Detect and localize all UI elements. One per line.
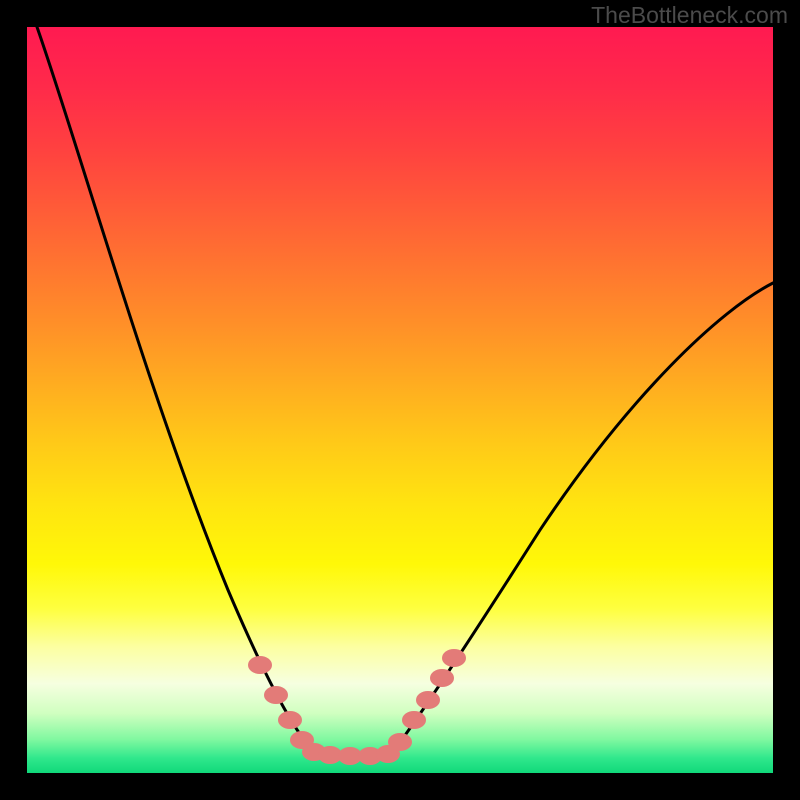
- watermark-text: TheBottleneck.com: [591, 0, 800, 29]
- data-bead: [402, 711, 426, 729]
- chart-svg: [0, 0, 800, 800]
- data-bead: [264, 686, 288, 704]
- data-bead: [388, 733, 412, 751]
- data-bead: [442, 649, 466, 667]
- gradient-background: [27, 27, 773, 773]
- data-bead: [248, 656, 272, 674]
- chart-stage: TheBottleneck.com: [0, 0, 800, 800]
- data-bead: [430, 669, 454, 687]
- data-bead: [278, 711, 302, 729]
- data-bead: [416, 691, 440, 709]
